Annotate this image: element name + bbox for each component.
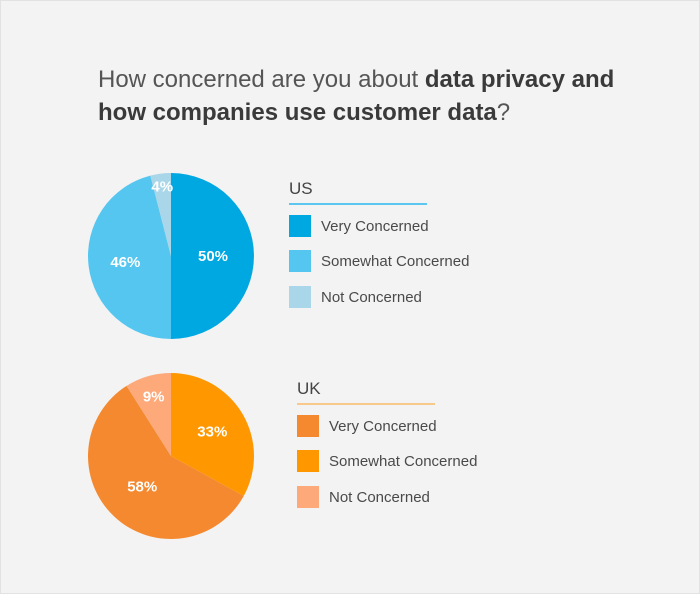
uk-swatch-not [297,486,319,508]
uk-legend-title: UK [297,379,435,405]
us-slice-1 [88,175,171,339]
uk-pie-chart: 33% 58% 9% [88,373,254,539]
us-legend-item-somewhat: Somewhat Concerned [289,250,469,272]
us-legend-label-somewhat: Somewhat Concerned [321,252,470,270]
uk-value-label-2: 9% [143,388,165,405]
uk-legend-item-very: Very Concerned [297,415,437,437]
title-prefix: How concerned are you about [98,66,425,93]
uk-swatch-very [297,415,319,437]
uk-legend-label-somewhat: Somewhat Concerned [329,452,478,470]
us-legend-label-not: Not Concerned [321,288,422,306]
title-question-mark: ? [496,99,511,126]
title-bold-line1: data privacy and [424,66,615,93]
us-slice-2 [150,173,171,256]
us-value-label-1: 46% [110,254,140,271]
us-legend: US Very Concerned Somewhat Concerned Not… [289,179,469,319]
uk-legend-label-very: Very Concerned [329,417,437,435]
us-value-label-0: 50% [198,248,228,265]
uk-legend: UK Very Concerned Somewhat Concerned Not… [297,379,477,519]
uk-legend-label-not: Not Concerned [329,488,430,506]
us-legend-title: US [289,179,427,205]
us-swatch-not [289,286,311,308]
us-legend-label-very: Very Concerned [321,217,429,235]
uk-slice-2 [126,373,171,456]
title-bold-line2: how companies use customer data [98,99,497,126]
uk-legend-item-somewhat: Somewhat Concerned [297,450,477,472]
uk-slice-0 [171,373,254,496]
us-legend-item-very: Very Concerned [289,215,429,237]
us-swatch-very [289,215,311,237]
uk-legend-item-not: Not Concerned [297,486,430,508]
uk-slice-1 [88,385,244,539]
uk-value-label-1: 58% [127,479,157,496]
us-legend-item-not: Not Concerned [289,286,422,308]
us-pie-chart: 50% 46% 4% [88,173,254,339]
uk-value-label-0: 33% [197,424,227,441]
chart-title: How concerned are you about data privacy… [98,63,658,129]
us-value-label-2: 4% [151,179,173,196]
uk-swatch-somewhat [297,450,319,472]
us-swatch-somewhat [289,250,311,272]
us-slice-0 [171,173,254,339]
